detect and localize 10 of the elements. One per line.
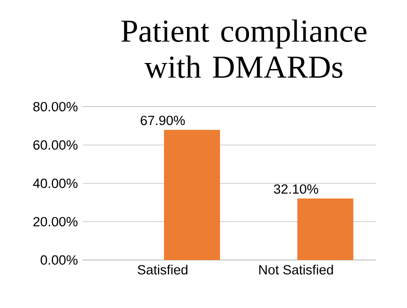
- y-tick-label: 0.00%: [40, 255, 78, 265]
- y-tick-label: 20.00%: [33, 216, 78, 226]
- x-tick-label: Satisfied: [138, 264, 188, 274]
- data-label: 32.10%: [274, 184, 318, 194]
- chart-title: Patient compliance with DMARDs: [121, 19, 366, 78]
- x-tick-label: Not Satisfied: [259, 264, 333, 274]
- y-tick-label: 40.00%: [33, 178, 78, 188]
- y-tick-label: 60.00%: [33, 140, 78, 150]
- y-tick-label: 80.00%: [33, 102, 78, 112]
- data-label: 67.90%: [140, 116, 185, 126]
